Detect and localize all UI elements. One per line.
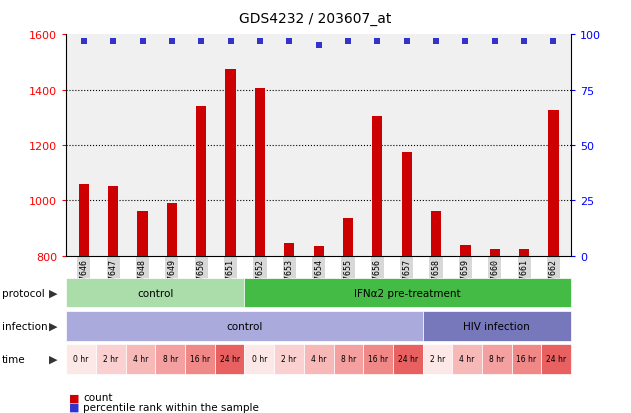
Text: count: count [83,392,113,402]
Point [372,38,382,45]
Bar [138,212,148,256]
Text: ■: ■ [69,392,80,402]
Point [79,38,89,45]
Text: infection: infection [2,321,47,331]
Bar [167,204,177,256]
Text: IFNα2 pre-treatment: IFNα2 pre-treatment [355,288,461,298]
Text: control: control [227,321,262,331]
Point [255,38,265,45]
Text: protocol: protocol [2,288,45,298]
Bar [548,111,558,256]
Text: 8 hr: 8 hr [163,354,178,363]
Text: percentile rank within the sample: percentile rank within the sample [83,402,259,412]
Text: 24 hr: 24 hr [220,354,240,363]
Point [284,38,294,45]
Bar [284,244,295,256]
Bar [255,89,265,256]
Point [431,38,441,45]
Bar [196,107,206,256]
Bar [79,184,89,256]
Text: 4 hr: 4 hr [311,354,326,363]
Bar [490,249,500,256]
Bar [225,70,236,256]
Text: ■: ■ [69,402,80,412]
Text: 2 hr: 2 hr [103,354,119,363]
Point [490,38,500,45]
Text: 2 hr: 2 hr [281,354,297,363]
Text: 24 hr: 24 hr [398,354,418,363]
Bar [314,247,324,256]
Bar [372,116,382,256]
Bar [431,212,441,256]
Text: ▶: ▶ [49,288,58,298]
Bar [401,152,412,256]
Text: 0 hr: 0 hr [252,354,267,363]
Text: 16 hr: 16 hr [190,354,210,363]
Text: 8 hr: 8 hr [341,354,356,363]
Bar [343,219,353,256]
Bar [519,249,529,256]
Text: 4 hr: 4 hr [459,354,475,363]
Text: GDS4232 / 203607_at: GDS4232 / 203607_at [239,12,392,26]
Point [343,38,353,45]
Point [402,38,412,45]
Text: time: time [2,354,25,364]
Point [196,38,206,45]
Point [314,43,324,50]
Text: 2 hr: 2 hr [430,354,445,363]
Text: 4 hr: 4 hr [133,354,148,363]
Text: 8 hr: 8 hr [489,354,504,363]
Point [167,38,177,45]
Text: 16 hr: 16 hr [368,354,388,363]
Point [519,38,529,45]
Text: 16 hr: 16 hr [516,354,536,363]
Bar [108,187,119,256]
Point [548,38,558,45]
Point [461,38,471,45]
Text: 24 hr: 24 hr [546,354,566,363]
Point [225,38,235,45]
Text: control: control [137,288,174,298]
Text: ▶: ▶ [49,354,58,364]
Point [138,38,148,45]
Bar [460,245,471,256]
Text: ▶: ▶ [49,321,58,331]
Text: HIV infection: HIV infection [463,321,530,331]
Point [108,38,118,45]
Text: 0 hr: 0 hr [73,354,89,363]
